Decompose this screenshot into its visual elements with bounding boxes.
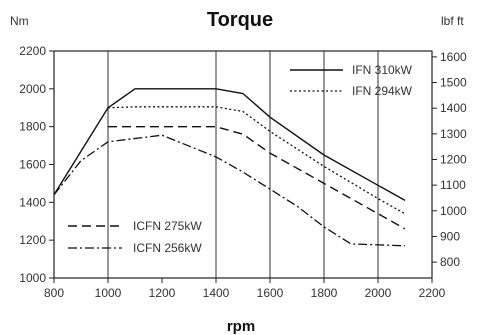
x-tick-label: 1800 (311, 286, 338, 300)
y-tick-label: 2200 (19, 44, 46, 58)
x-tick-label: 2000 (365, 286, 392, 300)
legends: IFN 310kW IFN 294kW ICFN 275kW ICFN 256kW (68, 63, 413, 255)
y-right-tick-label: 1100 (440, 178, 466, 192)
x-tick-label: 1000 (95, 286, 122, 300)
x-tick-label: 1600 (257, 286, 284, 300)
y-right-tick-label: 900 (440, 229, 460, 243)
y-right-tick-label: 800 (440, 255, 460, 269)
x-tick-label: 1200 (149, 286, 176, 300)
x-axis-label: rpm (227, 318, 255, 335)
y-tick-label: 1400 (19, 195, 46, 209)
legend-label: IFN 310kW (352, 63, 413, 77)
y-right-tick-label: 1500 (440, 76, 467, 90)
legend-label: ICFN 256kW (133, 241, 202, 255)
series-line-2 (107, 106, 406, 215)
y-right-tick-label: 1200 (440, 152, 467, 166)
chart-title: Torque (207, 9, 273, 31)
y-right-tick-label: 1600 (440, 50, 467, 64)
y-right-tick-label: 1400 (440, 101, 467, 115)
legend-label: ICFN 275kW (133, 219, 202, 233)
y-tick-label: 1200 (19, 233, 46, 247)
series-lines (53, 88, 406, 247)
left-axis-unit: Nm (10, 14, 29, 28)
axes: 800 1000 1200 1400 1600 1800 2000 2200100012001… (19, 44, 467, 300)
right-axis-unit: lbf ft (441, 14, 464, 28)
y-tick-label: 1600 (19, 158, 46, 172)
series-line-1 (53, 88, 406, 202)
series-line-4 (53, 134, 406, 247)
y-right-tick-label: 1300 (440, 127, 467, 141)
x-tick-label: 800 (44, 286, 64, 300)
series-line-3 (108, 125, 406, 230)
y-tick-label: 2000 (19, 82, 46, 96)
legend-label: IFN 294kW (352, 84, 413, 98)
y-tick-label: 1000 (19, 271, 46, 285)
y-tick-label: 1800 (19, 120, 46, 134)
x-tick-label: 2200 (419, 286, 446, 300)
y-right-tick-label: 1000 (440, 204, 467, 218)
x-tick-label: 1400 (203, 286, 230, 300)
